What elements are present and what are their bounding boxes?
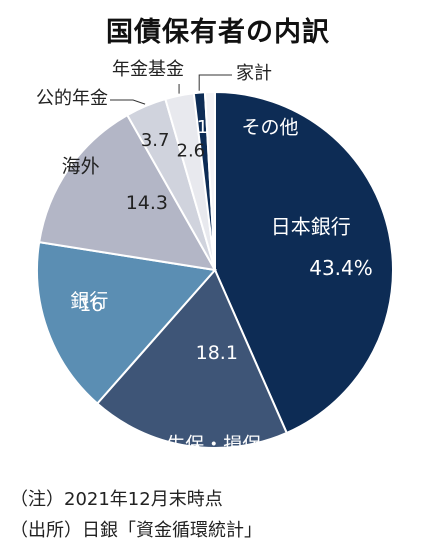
slice-label-0: 日本銀行 [271,214,351,238]
slice-label-7: その他 [241,117,298,139]
slice-7 [203,90,216,271]
slice-value-1: 18.1 [196,342,238,364]
leader-lines [110,74,232,105]
chart-source: （出所）日銀「資金循環統計」 [10,520,262,541]
slice-label-1: 生保・損保 [166,434,261,456]
slice-label-2: 銀行 [70,290,108,312]
slice-label-6: 家計 [236,63,272,84]
slice-3 [38,113,217,272]
slice-label-5: 年金基金 [112,59,184,80]
slice-value-0: 43.4% [309,256,373,280]
slice-2 [36,241,217,405]
slice-label-3: 海外 [62,156,100,178]
slice-value-6: 1 [197,117,208,138]
slice-label-4: 公的年金 [36,88,108,109]
chart-note: （注）2021年12月末時点 [10,489,223,510]
slice-1 [95,268,289,449]
chart-title: 国債保有者の内訳 [106,17,330,48]
slice-value-4: 3.7 [141,130,170,151]
leader-4 [110,99,146,105]
leader-6 [198,74,232,91]
slice-0 [214,90,394,435]
pie-slices [36,90,394,449]
slice-value-5: 2.6 [177,140,206,161]
slice-value-3: 14.3 [126,192,168,214]
slice-value-2: 16 [79,294,103,316]
